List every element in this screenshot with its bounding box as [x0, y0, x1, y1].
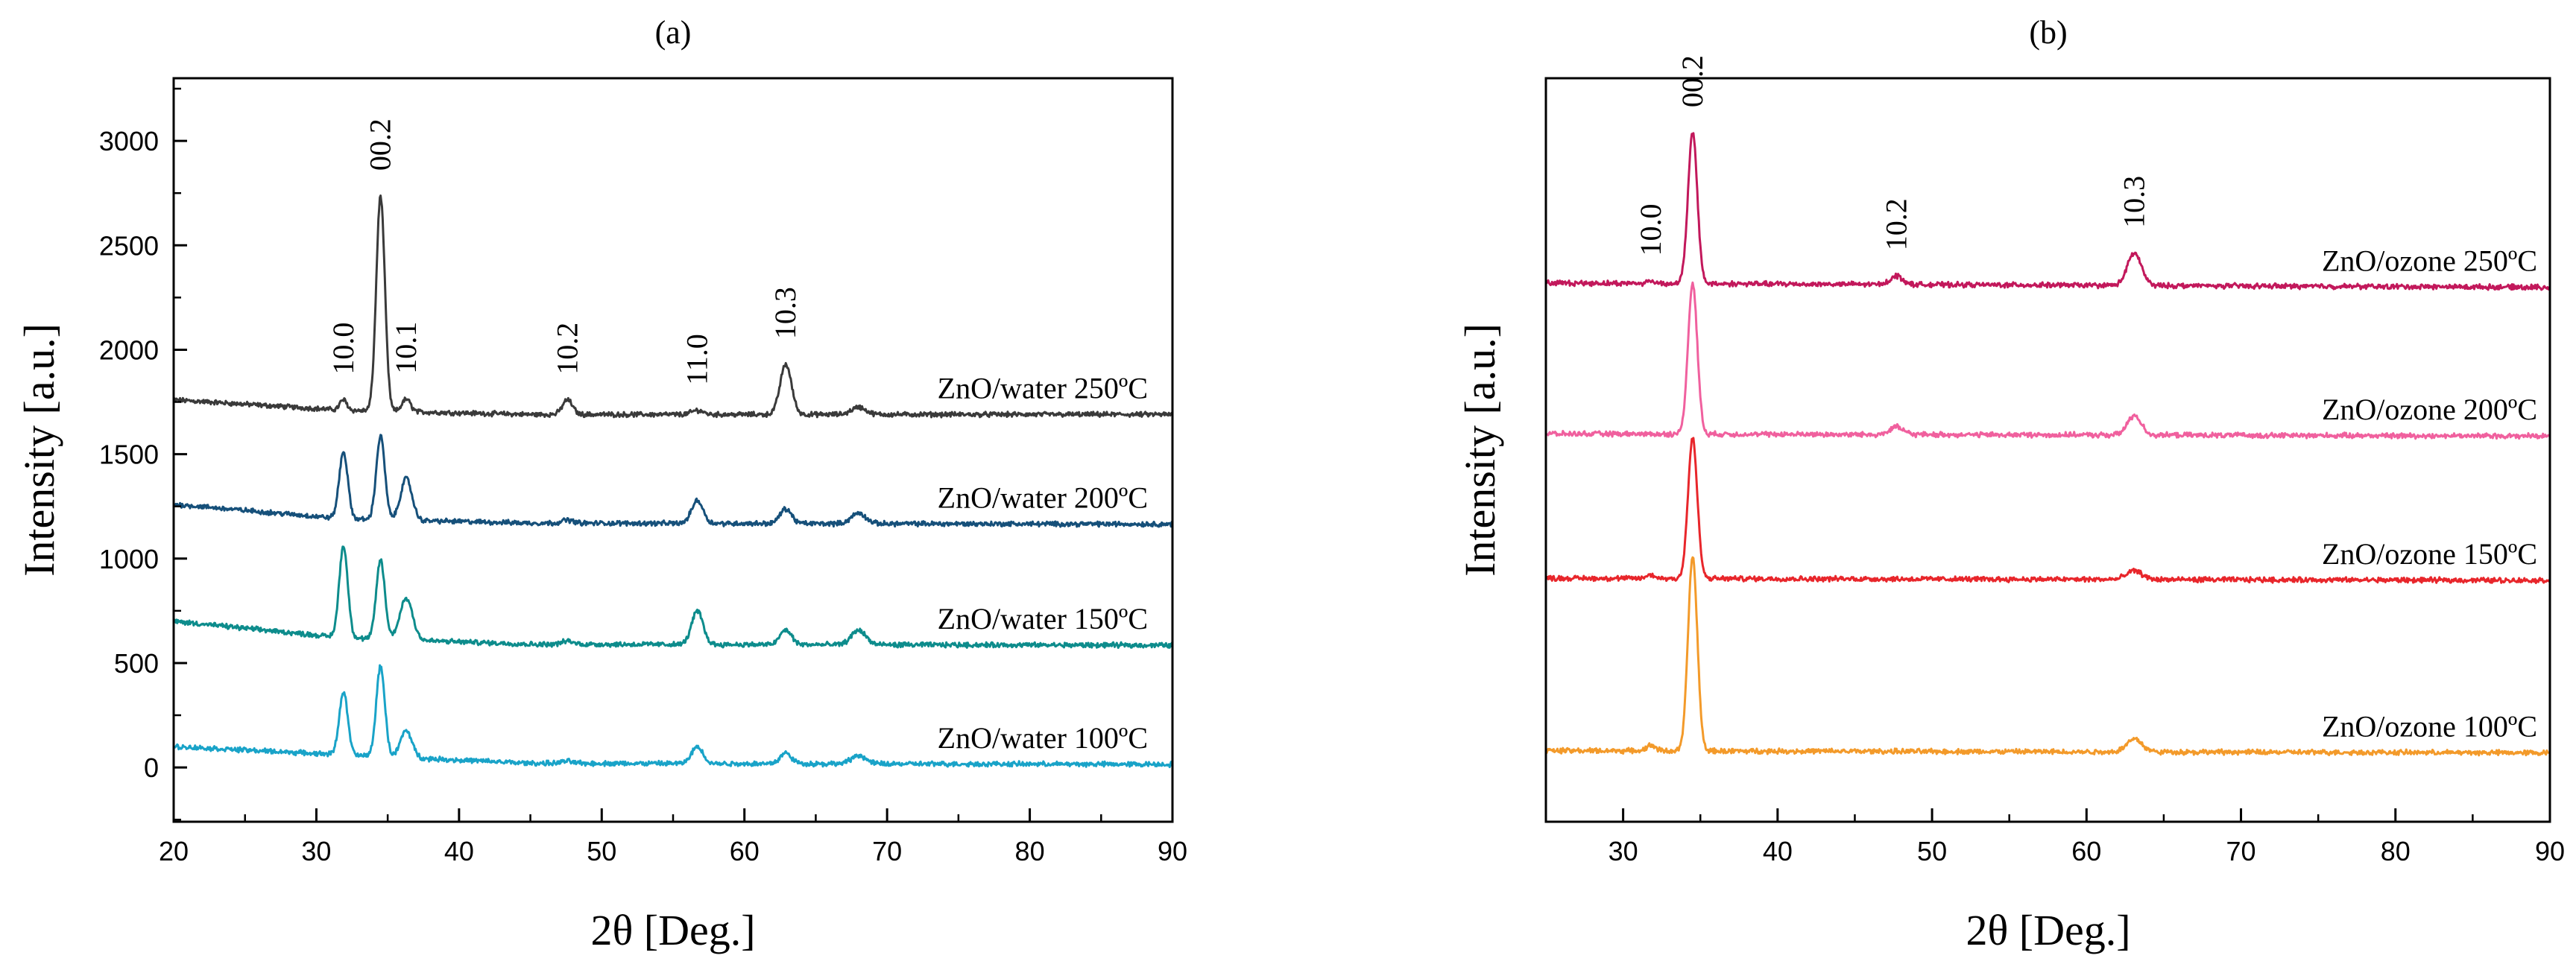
series-line-2	[172, 434, 1174, 528]
panel-a-label: (a)	[655, 14, 692, 51]
x-tick-label: 80	[1015, 836, 1045, 866]
y-tick-label: 3000	[99, 126, 159, 156]
series-label: ZnO/ozone 100ºC	[2322, 709, 2537, 743]
x-tick-label: 60	[2071, 836, 2101, 866]
x-tick-label: 40	[1763, 836, 1793, 866]
y-tick-label: 0	[144, 752, 159, 783]
x-tick-label: 90	[2535, 836, 2565, 866]
panel-a-x-axis-title: 2θ [Deg.]	[590, 906, 755, 954]
x-tick-label: 50	[1917, 836, 1947, 866]
panel-b-peak-labels: 10.0 00.2 10.2 10.3	[1634, 55, 2151, 256]
panel-a-y-axis: 0 500 1000 1500 2000 2500 3000	[99, 87, 187, 821]
series-line-3	[1544, 437, 2551, 585]
peak-label: 10.0	[326, 323, 360, 375]
series-label: ZnO/water 250ºC	[938, 371, 1148, 405]
peak-label: 10.2	[550, 323, 584, 375]
panel-b-plot-area	[1544, 132, 2551, 757]
x-tick-label: 30	[1609, 836, 1638, 866]
series-label: ZnO/water 200ºC	[938, 481, 1148, 515]
peak-label: 10.3	[768, 287, 802, 339]
x-tick-label: 60	[730, 836, 760, 866]
peak-label: 00.2	[364, 118, 397, 171]
panel-b-x-axis-title: 2θ [Deg.]	[1966, 906, 2130, 954]
series-line-2	[1544, 281, 2551, 440]
series-label: ZnO/ozone 200ºC	[2322, 393, 2537, 426]
x-tick-label: 50	[587, 836, 616, 866]
y-tick-label: 1500	[99, 440, 159, 470]
x-tick-label: 80	[2381, 836, 2411, 866]
series-line-3	[172, 545, 1174, 649]
peak-label: 11.0	[681, 334, 714, 385]
panel-a-plot-area	[172, 194, 1174, 769]
panel-a-x-axis: 20 30 40 50 60 70 80 90	[159, 808, 1187, 866]
peak-label: 10.0	[1634, 204, 1667, 256]
peak-label: 10.1	[389, 322, 423, 374]
x-tick-label: 90	[1158, 836, 1187, 866]
panel-b-series-labels: ZnO/ozone 250ºC ZnO/ozone 200ºC ZnO/ozone …	[2322, 244, 2537, 744]
panel-a: (a) 20 30 40 50 60 70 80 90 0 500 1000 1500 2000 250…	[15, 14, 1187, 954]
panel-a-y-axis-title: Intensity [a.u.]	[15, 323, 63, 577]
x-tick-label: 20	[159, 836, 189, 866]
series-label: ZnO/ozone 250ºC	[2322, 244, 2537, 278]
peak-label: 00.2	[1676, 55, 1709, 107]
peak-label: 10.3	[2118, 176, 2151, 228]
x-tick-label: 70	[872, 836, 902, 866]
x-tick-label: 40	[444, 836, 474, 866]
panel-b: (b) 30 40 50 60 70 80 90 10.0 00.2 10.2 10.3 ZnO/…	[1456, 14, 2565, 954]
y-tick-label: 2000	[99, 335, 159, 365]
panel-a-frame	[172, 77, 1174, 823]
panel-b-x-axis: 30 40 50 60 70 80 90	[1609, 808, 2565, 866]
series-label: ZnO/water 150ºC	[938, 602, 1148, 635]
series-line-4	[172, 664, 1174, 769]
series-line-1	[1544, 132, 2551, 291]
series-label: ZnO/ozone 150ºC	[2322, 537, 2537, 571]
series-line-4	[1544, 556, 2551, 757]
y-tick-label: 1000	[99, 544, 159, 574]
panel-b-frame	[1544, 77, 2551, 823]
x-tick-label: 30	[301, 836, 331, 866]
panel-b-y-axis-title: Intensity [a.u.]	[1456, 323, 1504, 577]
panel-a-series-labels: ZnO/water 250ºC ZnO/water 200ºC ZnO/water …	[938, 371, 1148, 755]
peak-label: 10.2	[1879, 198, 1913, 250]
x-tick-label: 70	[2226, 836, 2256, 866]
series-line-1	[172, 194, 1174, 419]
y-tick-label: 2500	[99, 230, 159, 261]
y-tick-label: 500	[114, 648, 159, 679]
series-label: ZnO/water 100ºC	[938, 721, 1148, 755]
panel-a-peak-labels: 10.0 00.2 10.1 10.2 11.0 10.3	[326, 118, 802, 385]
panel-b-label: (b)	[2029, 14, 2067, 51]
